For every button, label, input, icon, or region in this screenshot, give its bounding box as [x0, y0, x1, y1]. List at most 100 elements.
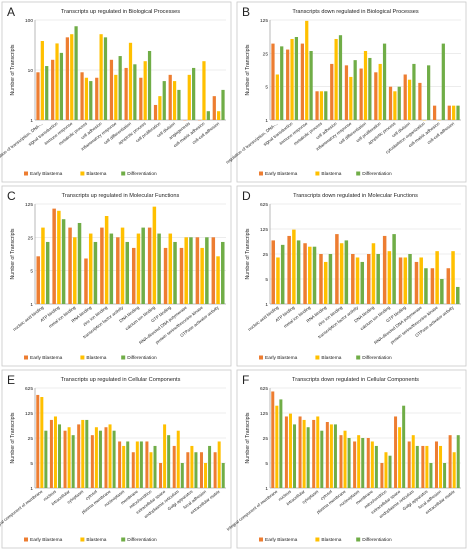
bar-early-blastema [300, 43, 304, 120]
bar-blastema [163, 424, 167, 488]
bar-differentiation [296, 240, 301, 304]
bar-blastema [451, 251, 455, 304]
bar-differentiation [441, 43, 445, 120]
bar-early-blastema [398, 257, 403, 304]
bar-differentiation [280, 46, 284, 120]
bar-early-blastema [139, 77, 143, 120]
bar-early-blastema [344, 65, 349, 120]
bar-early-blastema [52, 208, 56, 304]
panel-b: B Transcripts down regulated in Biologica… [225, 1, 467, 183]
bar-blastema [114, 74, 118, 120]
y-tick-label: 625 [25, 386, 33, 392]
bar-differentiation [45, 66, 49, 120]
bar-early-blastema [172, 445, 176, 488]
bar-differentiation [424, 268, 428, 304]
bar-differentiation [456, 286, 460, 304]
bar-blastema [384, 452, 388, 488]
bar-differentiation [162, 81, 166, 120]
bar-blastema [81, 419, 85, 488]
bar-blastema [363, 50, 368, 121]
bar-differentiation [139, 441, 143, 488]
bar-early-blastema [388, 86, 393, 120]
bar-blastema [204, 463, 208, 488]
bar-blastema [41, 227, 45, 304]
bar-blastema [108, 424, 112, 488]
legend-label-differentiation: Differentiation [127, 537, 157, 543]
bar-differentiation [221, 463, 225, 488]
legend-label-differentiation: Differentiation [362, 171, 392, 177]
bar-differentiation [109, 233, 114, 304]
legend-swatch-blastema [315, 537, 320, 542]
bar-early-blastema [315, 91, 319, 120]
bar-early-blastema [118, 441, 122, 488]
bar-differentiation [153, 445, 157, 488]
bar-blastema [425, 445, 429, 488]
bar-early-blastema [186, 452, 190, 488]
bar-differentiation [368, 57, 372, 120]
bar-differentiation [427, 65, 431, 120]
panel-letter: F [242, 373, 249, 387]
bar-early-blastema [298, 416, 302, 488]
bar-early-blastema [447, 105, 451, 120]
bar-early-blastema [434, 441, 438, 488]
bar-blastema [217, 441, 221, 488]
legend-label-early-blastema: Early Blastema [265, 537, 298, 543]
bar-early-blastema [100, 227, 104, 304]
panel-title: Transcripts down regulated in Biological… [292, 9, 419, 15]
bar-blastema [67, 427, 71, 488]
y-tick-label: 125 [25, 411, 33, 417]
bar-differentiation [177, 89, 181, 120]
bar-blastema [84, 77, 89, 120]
bar-early-blastema [303, 243, 307, 304]
bar-blastema [120, 227, 125, 304]
bar-blastema [55, 43, 59, 120]
bar-differentiation [376, 254, 380, 304]
bar-early-blastema [36, 394, 40, 488]
y-axis-label: Number of Transcripts [10, 412, 16, 463]
bar-blastema [308, 246, 312, 304]
bar-early-blastema [430, 268, 435, 304]
bar-differentiation [279, 399, 283, 488]
bar-early-blastema [80, 72, 84, 120]
y-axis-label: Number of Transcripts [245, 412, 251, 463]
bar-differentiation [125, 241, 130, 304]
bar-early-blastema [271, 240, 275, 304]
panel-letter: C [7, 189, 16, 203]
bar-differentiation [408, 254, 412, 304]
panel-letter: E [7, 373, 15, 387]
bar-early-blastema [90, 435, 94, 488]
bar-blastema [393, 91, 397, 120]
bar-early-blastema [287, 235, 291, 304]
bar-differentiation [293, 424, 297, 488]
bar-early-blastema [335, 234, 339, 304]
bar-blastema [319, 91, 324, 120]
legend-label-blastema: Blastema [321, 355, 341, 361]
bar-blastema [187, 74, 191, 120]
legend-swatch-early-blastema [259, 171, 263, 176]
bar-early-blastema [319, 254, 323, 304]
y-tick-label: 625 [260, 202, 268, 208]
bar-differentiation [206, 111, 210, 120]
legend-swatch-blastema [315, 171, 320, 176]
y-tick-label: 125 [260, 411, 268, 417]
bar-blastema [452, 105, 456, 120]
bar-differentiation [320, 430, 324, 488]
bar-differentiation [312, 246, 317, 304]
legend-label-early-blastema: Early Blastema [30, 537, 63, 543]
legend-label-blastema: Blastema [321, 537, 341, 543]
bar-blastema [288, 413, 292, 488]
bar-blastema [57, 210, 61, 304]
bar-blastema [329, 424, 333, 488]
panel-a: A Transcripts up regulated in Biological … [0, 1, 232, 183]
y-tick-label: 5 [265, 461, 268, 467]
bar-early-blastema [179, 247, 184, 304]
bar-early-blastema [286, 49, 290, 120]
bar-differentiation [361, 438, 365, 488]
bar-blastema [334, 38, 338, 120]
y-tick-label: 125 [25, 202, 33, 208]
legend-swatch-differentiation [356, 171, 361, 176]
legend-swatch-blastema [315, 355, 320, 360]
bar-differentiation [347, 438, 351, 488]
bar-early-blastema [153, 104, 158, 120]
bar-early-blastema [124, 67, 128, 120]
